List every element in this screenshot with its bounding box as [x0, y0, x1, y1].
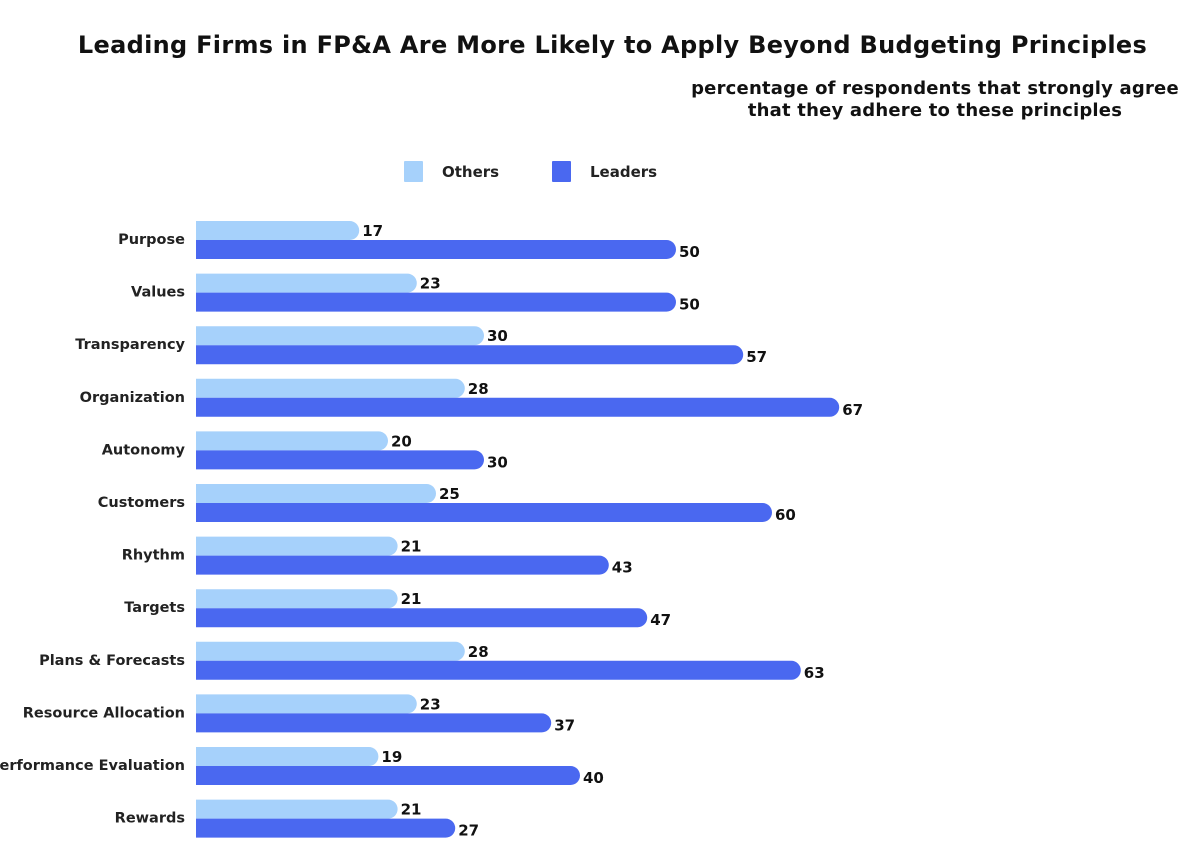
value-label-others-performance-evaluation: 19: [381, 748, 402, 766]
category-label-customers: Customers: [98, 495, 185, 511]
legend: Others Leaders: [404, 161, 657, 182]
bar-leaders-customers: [196, 503, 772, 522]
legend-swatch-leaders: [552, 161, 571, 182]
value-label-leaders-performance-evaluation: 40: [583, 769, 604, 787]
value-label-others-transparency: 30: [487, 327, 508, 345]
bars-group: Purpose 17 50 Values 23 50 Transparency 30 57 Org…: [0, 221, 863, 840]
bar-leaders-plans-and-forecasts: [196, 660, 801, 680]
bar-others-rhythm: [196, 536, 398, 556]
value-label-leaders-resource-allocation: 37: [554, 716, 575, 734]
bar-leaders-rewards: [196, 818, 456, 838]
category-label-purpose: Purpose: [118, 232, 185, 248]
bar-others-organization: [196, 378, 465, 398]
category-label-organization: Organization: [80, 390, 185, 406]
value-label-others-resource-allocation: 23: [420, 695, 441, 713]
value-label-leaders-targets: 47: [650, 611, 671, 629]
value-label-others-targets: 21: [401, 590, 422, 608]
bar-others-transparency: [196, 326, 484, 346]
category-label-values: Values: [131, 285, 185, 301]
bar-others-values: [196, 273, 417, 293]
legend-label-leaders: Leaders: [590, 163, 657, 181]
value-label-leaders-transparency: 57: [746, 348, 767, 366]
legend-label-others: Others: [442, 163, 499, 181]
bar-leaders-resource-allocation: [196, 713, 552, 733]
value-label-leaders-autonomy: 30: [487, 453, 508, 471]
value-label-leaders-plans-and-forecasts: 63: [804, 664, 825, 682]
value-label-others-purpose: 17: [362, 222, 383, 240]
bar-leaders-purpose: [196, 240, 676, 259]
bar-leaders-organization: [196, 397, 840, 417]
category-label-transparency: Transparency: [75, 337, 185, 353]
bar-leaders-autonomy: [196, 450, 484, 470]
bar-leaders-values: [196, 292, 676, 312]
subtitle-line-1: percentage of respondents that strongly …: [691, 78, 1179, 99]
value-label-others-organization: 28: [468, 380, 489, 398]
value-label-leaders-organization: 67: [842, 401, 863, 419]
value-label-others-customers: 25: [439, 485, 460, 503]
bar-leaders-rhythm: [196, 555, 609, 575]
legend-swatch-others: [404, 161, 423, 182]
bar-others-customers: [196, 484, 436, 503]
bar-leaders-targets: [196, 608, 648, 628]
category-label-performance-evaluation: Performance Evaluation: [0, 758, 185, 774]
value-label-leaders-rhythm: 43: [612, 559, 633, 577]
bar-others-performance-evaluation: [196, 747, 379, 766]
category-label-plans-and-forecasts: Plans & Forecasts: [39, 653, 185, 669]
category-label-resource-allocation: Resource Allocation: [23, 705, 185, 721]
bar-others-purpose: [196, 221, 360, 240]
category-label-rewards: Rewards: [115, 811, 185, 827]
chart-subtitle: percentage of respondents that strongly …: [680, 78, 1190, 122]
value-label-leaders-values: 50: [679, 296, 700, 314]
value-label-leaders-rewards: 27: [458, 822, 479, 840]
bar-others-targets: [196, 589, 398, 609]
bar-others-autonomy: [196, 431, 388, 451]
bar-leaders-transparency: [196, 345, 744, 365]
value-label-others-plans-and-forecasts: 28: [468, 643, 489, 661]
bar-others-resource-allocation: [196, 694, 417, 714]
value-label-leaders-purpose: 50: [679, 243, 700, 261]
category-label-targets: Targets: [124, 600, 185, 616]
bar-others-rewards: [196, 799, 398, 819]
chart-title: Leading Firms in FP&A Are More Likely to…: [77, 31, 1148, 59]
value-label-others-rhythm: 21: [401, 538, 422, 556]
category-label-rhythm: Rhythm: [122, 548, 185, 564]
value-label-others-autonomy: 20: [391, 432, 412, 450]
value-label-others-rewards: 21: [401, 801, 422, 819]
subtitle-line-2: that they adhere to these principles: [747, 100, 1123, 121]
bar-leaders-performance-evaluation: [196, 766, 580, 785]
category-label-autonomy: Autonomy: [102, 442, 186, 458]
bar-others-plans-and-forecasts: [196, 641, 465, 661]
value-label-others-values: 23: [420, 275, 441, 293]
value-label-leaders-customers: 60: [775, 506, 796, 524]
